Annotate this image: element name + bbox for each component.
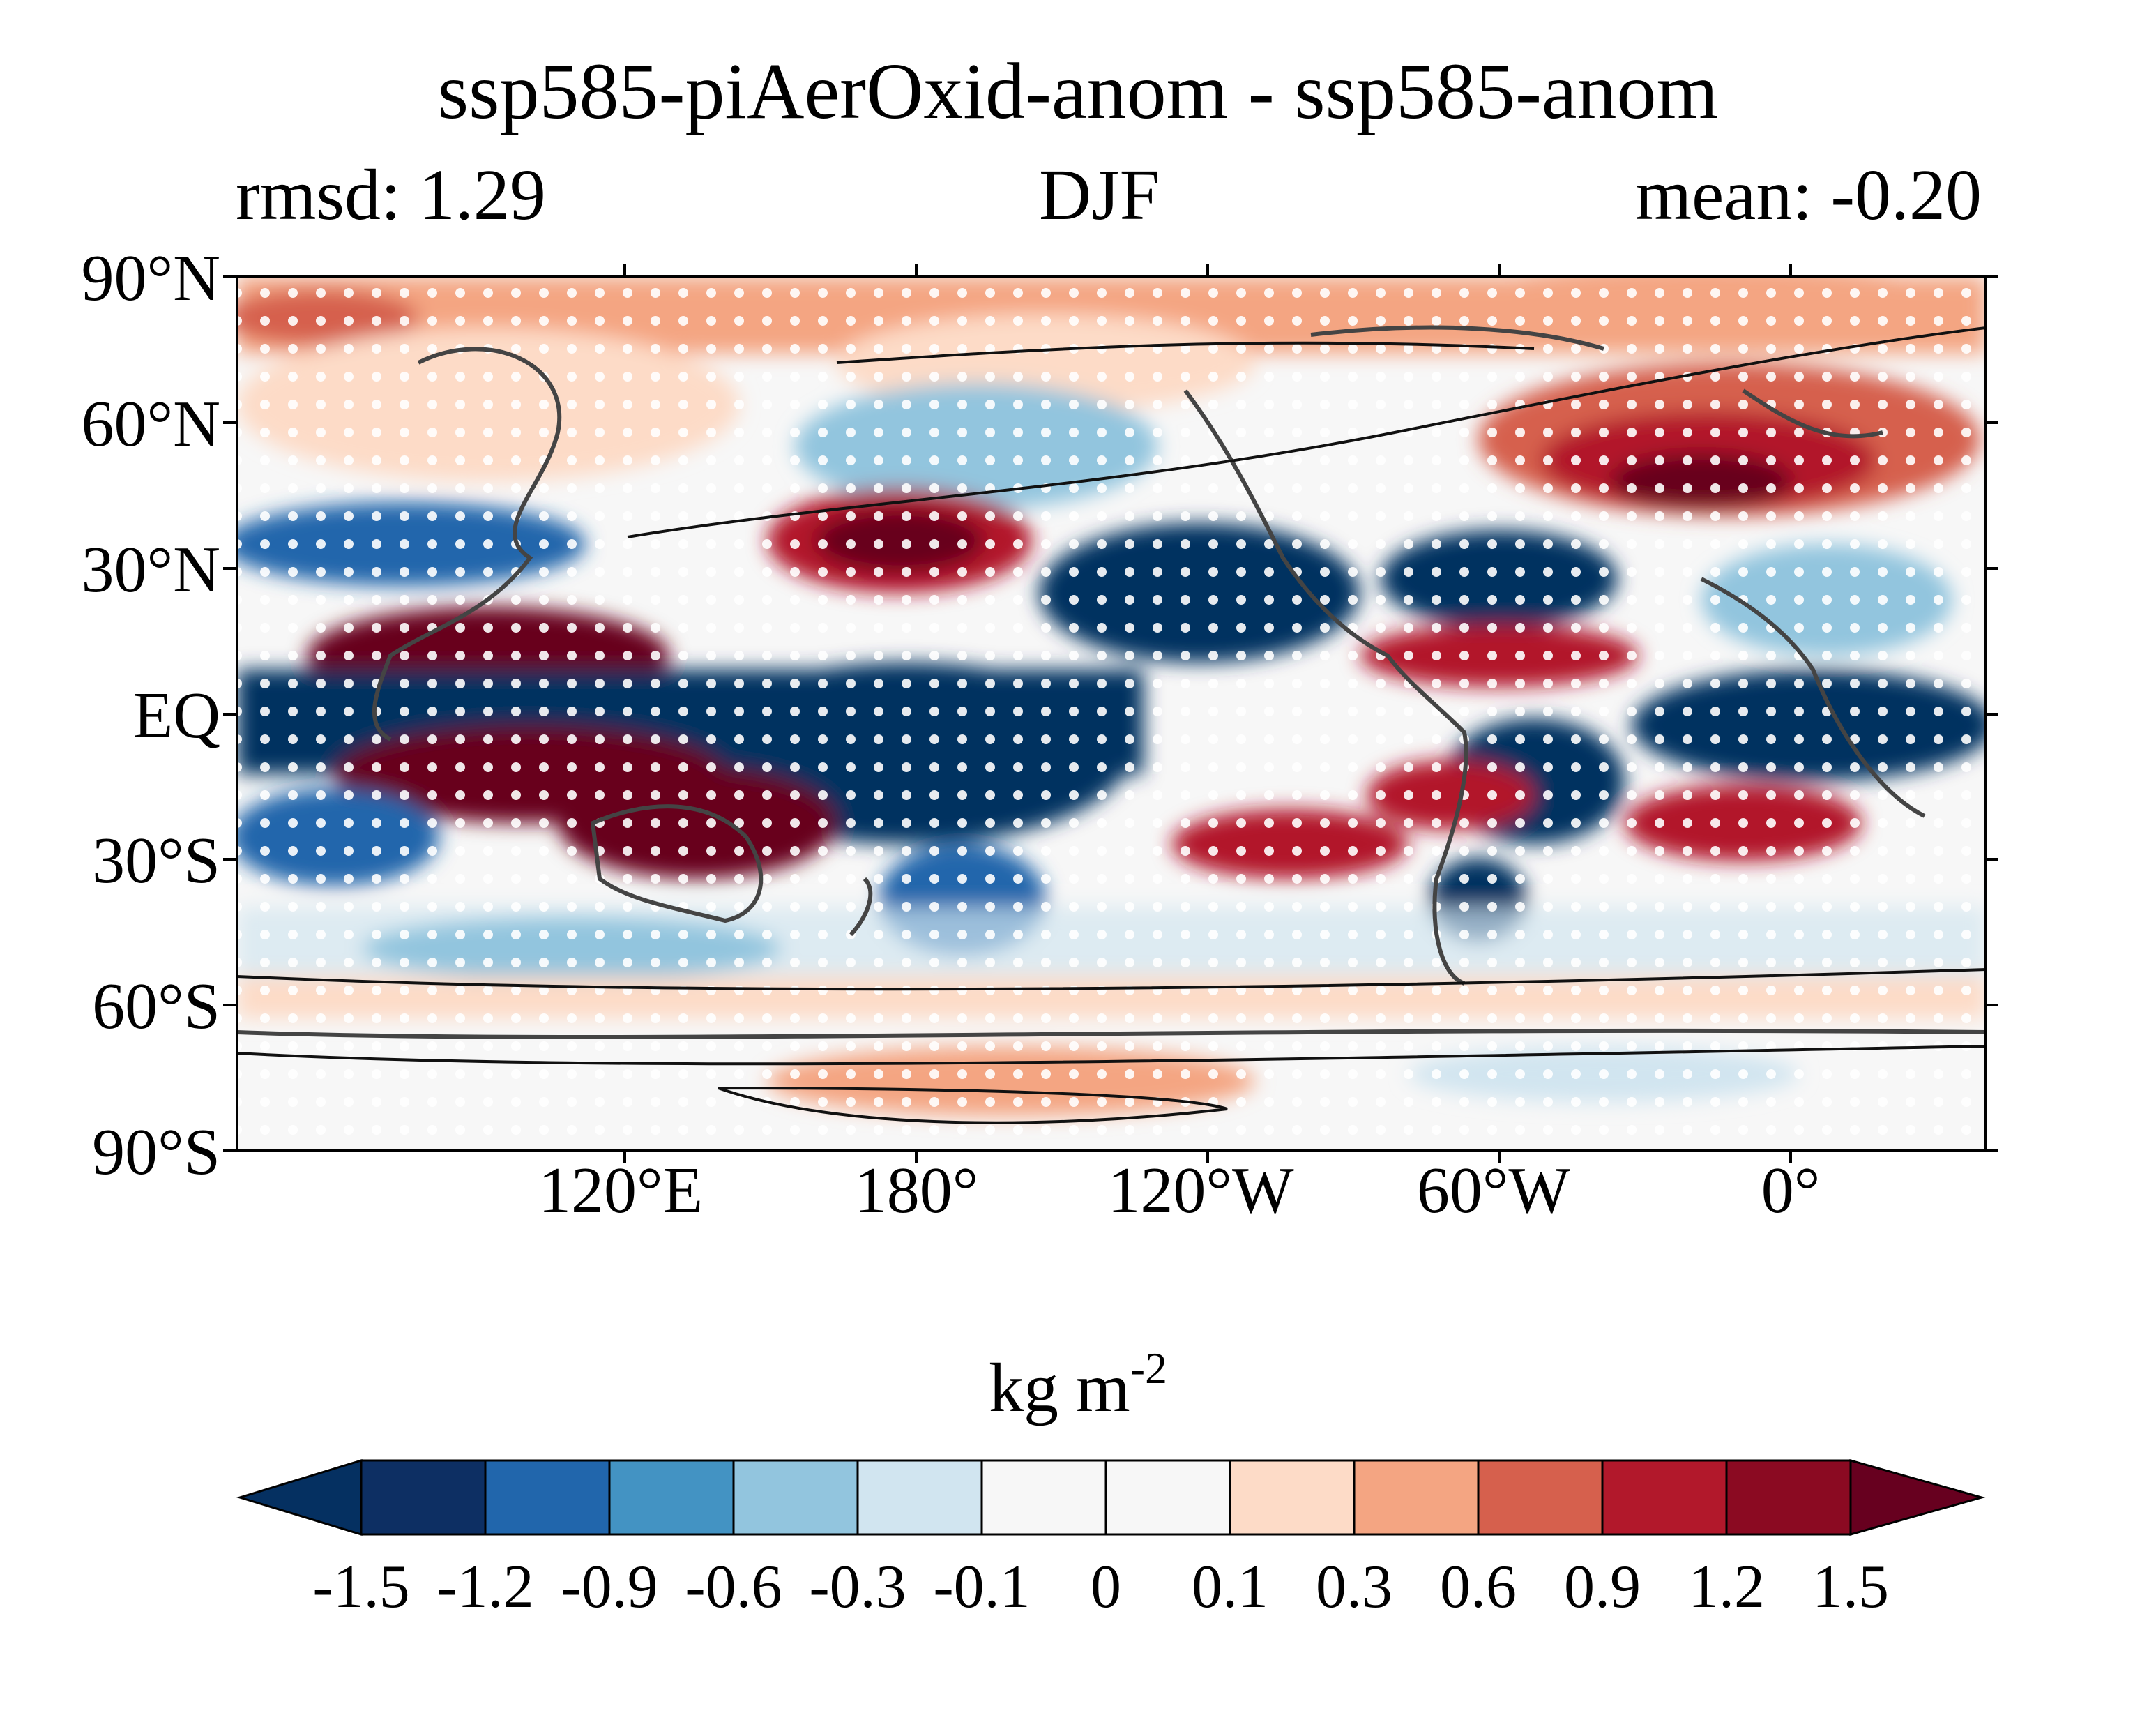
units-base: kg m — [988, 1349, 1130, 1426]
lon-label-120e: 120°E — [538, 1154, 704, 1227]
colorbar-tick-label: -0.6 — [685, 1553, 782, 1621]
lon-label-60w: 60°W — [1416, 1154, 1571, 1227]
lat-label-eq: EQ — [132, 679, 220, 752]
contours — [237, 326, 1986, 1124]
colorbar-bin — [1353, 1459, 1480, 1536]
colorbar-bin — [856, 1459, 983, 1536]
colorbar-bin — [1229, 1459, 1356, 1536]
colorbar-bin — [484, 1459, 611, 1536]
colorbar-tick-label: 1.2 — [1688, 1553, 1765, 1621]
colorbar-extend-low — [236, 1458, 363, 1537]
map-title: ssp585-piAerOxid-anom - ssp585-anom — [437, 47, 1719, 135]
colorbar-bin — [1104, 1459, 1231, 1536]
colorbar-tick-label: -1.5 — [312, 1553, 410, 1621]
lat-label-90n: 90°N — [81, 242, 220, 315]
colorbar-bin — [980, 1459, 1107, 1536]
rmsd-label: rmsd: 1.29 — [236, 155, 546, 235]
colorbar-tick-label: -0.9 — [561, 1553, 658, 1621]
lat-label-60s: 60°S — [92, 970, 220, 1043]
colorbar-bin — [608, 1459, 735, 1536]
map-field — [237, 277, 1986, 1151]
mean-label: mean: -0.20 — [1635, 155, 1982, 235]
lon-label-120w: 120°W — [1107, 1154, 1294, 1227]
colorbar-tick-label: 0.9 — [1564, 1553, 1641, 1621]
colorbar-tick-label: 0.6 — [1440, 1553, 1517, 1621]
colorbar-bin — [1477, 1459, 1604, 1536]
lon-label-0: 0° — [1761, 1154, 1821, 1227]
colorbar-tick-label: 1.5 — [1812, 1553, 1889, 1621]
lat-ticks — [223, 275, 1998, 1152]
season-label: DJF — [1039, 155, 1160, 235]
colorbar-tick-label: 0.1 — [1192, 1553, 1268, 1621]
colorbar-tick-label: -0.1 — [933, 1553, 1031, 1621]
colorbar-tick-label: 0.3 — [1316, 1553, 1392, 1621]
colorbar-tick-label: -1.2 — [436, 1553, 534, 1621]
colorbar-tick-label: -0.3 — [809, 1553, 906, 1621]
colorbar-units: kg m-2 — [0, 1346, 2156, 1423]
colorbar-bin — [732, 1459, 859, 1536]
colorbar-tick-label: 0 — [1091, 1553, 1121, 1621]
lat-label-30n: 30°N — [81, 534, 220, 606]
lat-label-30s: 30°S — [92, 824, 220, 897]
colorbar-extend-high — [1849, 1459, 1986, 1536]
lat-label-90s: 90°S — [92, 1116, 220, 1188]
lon-label-180: 180° — [853, 1154, 979, 1227]
significance-stippling — [237, 277, 1986, 1151]
lat-label-60n: 60°N — [81, 388, 220, 460]
coastlines — [237, 325, 1986, 1040]
colorbar-bin — [1725, 1459, 1852, 1536]
colorbar-bin — [360, 1459, 487, 1536]
colorbar-bin — [1601, 1459, 1728, 1536]
units-exponent: -2 — [1130, 1343, 1168, 1393]
colorbar — [236, 1458, 1986, 1537]
lon-ticks — [623, 264, 1792, 1163]
